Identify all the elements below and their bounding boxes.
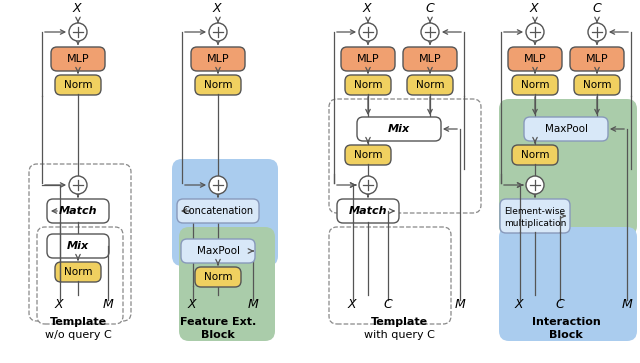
FancyBboxPatch shape <box>407 75 453 95</box>
Text: multiplication: multiplication <box>504 219 566 228</box>
Text: $X$: $X$ <box>72 1 84 15</box>
Circle shape <box>359 23 377 41</box>
FancyBboxPatch shape <box>55 75 101 95</box>
FancyBboxPatch shape <box>329 227 451 324</box>
FancyBboxPatch shape <box>499 99 637 236</box>
Text: Mix: Mix <box>388 124 410 134</box>
Text: MLP: MLP <box>356 54 380 64</box>
Text: Norm: Norm <box>64 80 92 90</box>
FancyBboxPatch shape <box>177 199 259 223</box>
Text: Concatenation: Concatenation <box>182 206 253 216</box>
Circle shape <box>359 176 377 194</box>
Text: Norm: Norm <box>354 150 382 160</box>
FancyBboxPatch shape <box>47 199 109 223</box>
Text: Template: Template <box>49 317 107 327</box>
Text: MLP: MLP <box>524 54 547 64</box>
Circle shape <box>69 176 87 194</box>
Text: Norm: Norm <box>204 80 232 90</box>
FancyBboxPatch shape <box>179 227 275 341</box>
Text: Block: Block <box>201 330 235 340</box>
Text: Mix: Mix <box>67 241 89 251</box>
FancyBboxPatch shape <box>329 99 481 213</box>
Circle shape <box>526 176 544 194</box>
Text: Match: Match <box>59 206 97 216</box>
Text: Element-wise: Element-wise <box>504 208 566 216</box>
Text: $X$: $X$ <box>212 1 223 15</box>
FancyBboxPatch shape <box>512 75 558 95</box>
FancyBboxPatch shape <box>345 75 391 95</box>
FancyBboxPatch shape <box>191 47 245 71</box>
Text: Match: Match <box>349 206 387 216</box>
FancyBboxPatch shape <box>500 199 570 233</box>
FancyBboxPatch shape <box>51 47 105 71</box>
FancyBboxPatch shape <box>341 47 395 71</box>
Circle shape <box>526 23 544 41</box>
Text: MLP: MLP <box>67 54 90 64</box>
Text: $M$: $M$ <box>247 298 259 311</box>
Text: Norm: Norm <box>204 272 232 282</box>
Text: Norm: Norm <box>354 80 382 90</box>
Text: w/o query C: w/o query C <box>45 330 111 340</box>
Text: with query C: with query C <box>364 330 435 340</box>
Text: $X$: $X$ <box>348 298 358 311</box>
Text: MaxPool: MaxPool <box>196 246 239 256</box>
FancyBboxPatch shape <box>357 117 441 141</box>
Text: Norm: Norm <box>521 80 549 90</box>
Text: $X$: $X$ <box>529 1 541 15</box>
FancyBboxPatch shape <box>195 75 241 95</box>
Text: Norm: Norm <box>521 150 549 160</box>
Circle shape <box>421 23 439 41</box>
Text: $X$: $X$ <box>515 298 525 311</box>
Text: MLP: MLP <box>207 54 229 64</box>
FancyBboxPatch shape <box>55 262 101 282</box>
Text: $M$: $M$ <box>454 298 466 311</box>
Text: Interaction: Interaction <box>532 317 600 327</box>
Text: MLP: MLP <box>586 54 608 64</box>
Text: $C$: $C$ <box>591 1 602 15</box>
FancyBboxPatch shape <box>574 75 620 95</box>
Text: $C$: $C$ <box>555 298 565 311</box>
FancyBboxPatch shape <box>512 145 558 165</box>
Circle shape <box>588 23 606 41</box>
Text: Norm: Norm <box>416 80 444 90</box>
Circle shape <box>209 176 227 194</box>
FancyBboxPatch shape <box>29 164 131 321</box>
FancyBboxPatch shape <box>181 239 255 263</box>
FancyBboxPatch shape <box>195 267 241 287</box>
FancyBboxPatch shape <box>524 117 608 141</box>
FancyBboxPatch shape <box>499 227 637 341</box>
FancyBboxPatch shape <box>337 199 399 223</box>
FancyBboxPatch shape <box>345 145 391 165</box>
Text: Template: Template <box>371 317 428 327</box>
FancyBboxPatch shape <box>403 47 457 71</box>
Text: $M$: $M$ <box>102 298 114 311</box>
Text: $C$: $C$ <box>383 298 394 311</box>
Text: $X$: $X$ <box>54 298 66 311</box>
FancyBboxPatch shape <box>570 47 624 71</box>
Text: $M$: $M$ <box>621 298 633 311</box>
FancyBboxPatch shape <box>37 227 123 324</box>
Text: Block: Block <box>549 330 583 340</box>
Text: Feature Ext.: Feature Ext. <box>180 317 256 327</box>
Text: Norm: Norm <box>64 267 92 277</box>
Text: $X$: $X$ <box>362 1 374 15</box>
Circle shape <box>209 23 227 41</box>
FancyBboxPatch shape <box>47 234 109 258</box>
FancyBboxPatch shape <box>508 47 562 71</box>
Text: MaxPool: MaxPool <box>545 124 588 134</box>
Text: $X$: $X$ <box>188 298 198 311</box>
Text: $C$: $C$ <box>425 1 435 15</box>
Text: Norm: Norm <box>583 80 611 90</box>
FancyBboxPatch shape <box>172 159 278 266</box>
Circle shape <box>69 23 87 41</box>
Text: MLP: MLP <box>419 54 442 64</box>
